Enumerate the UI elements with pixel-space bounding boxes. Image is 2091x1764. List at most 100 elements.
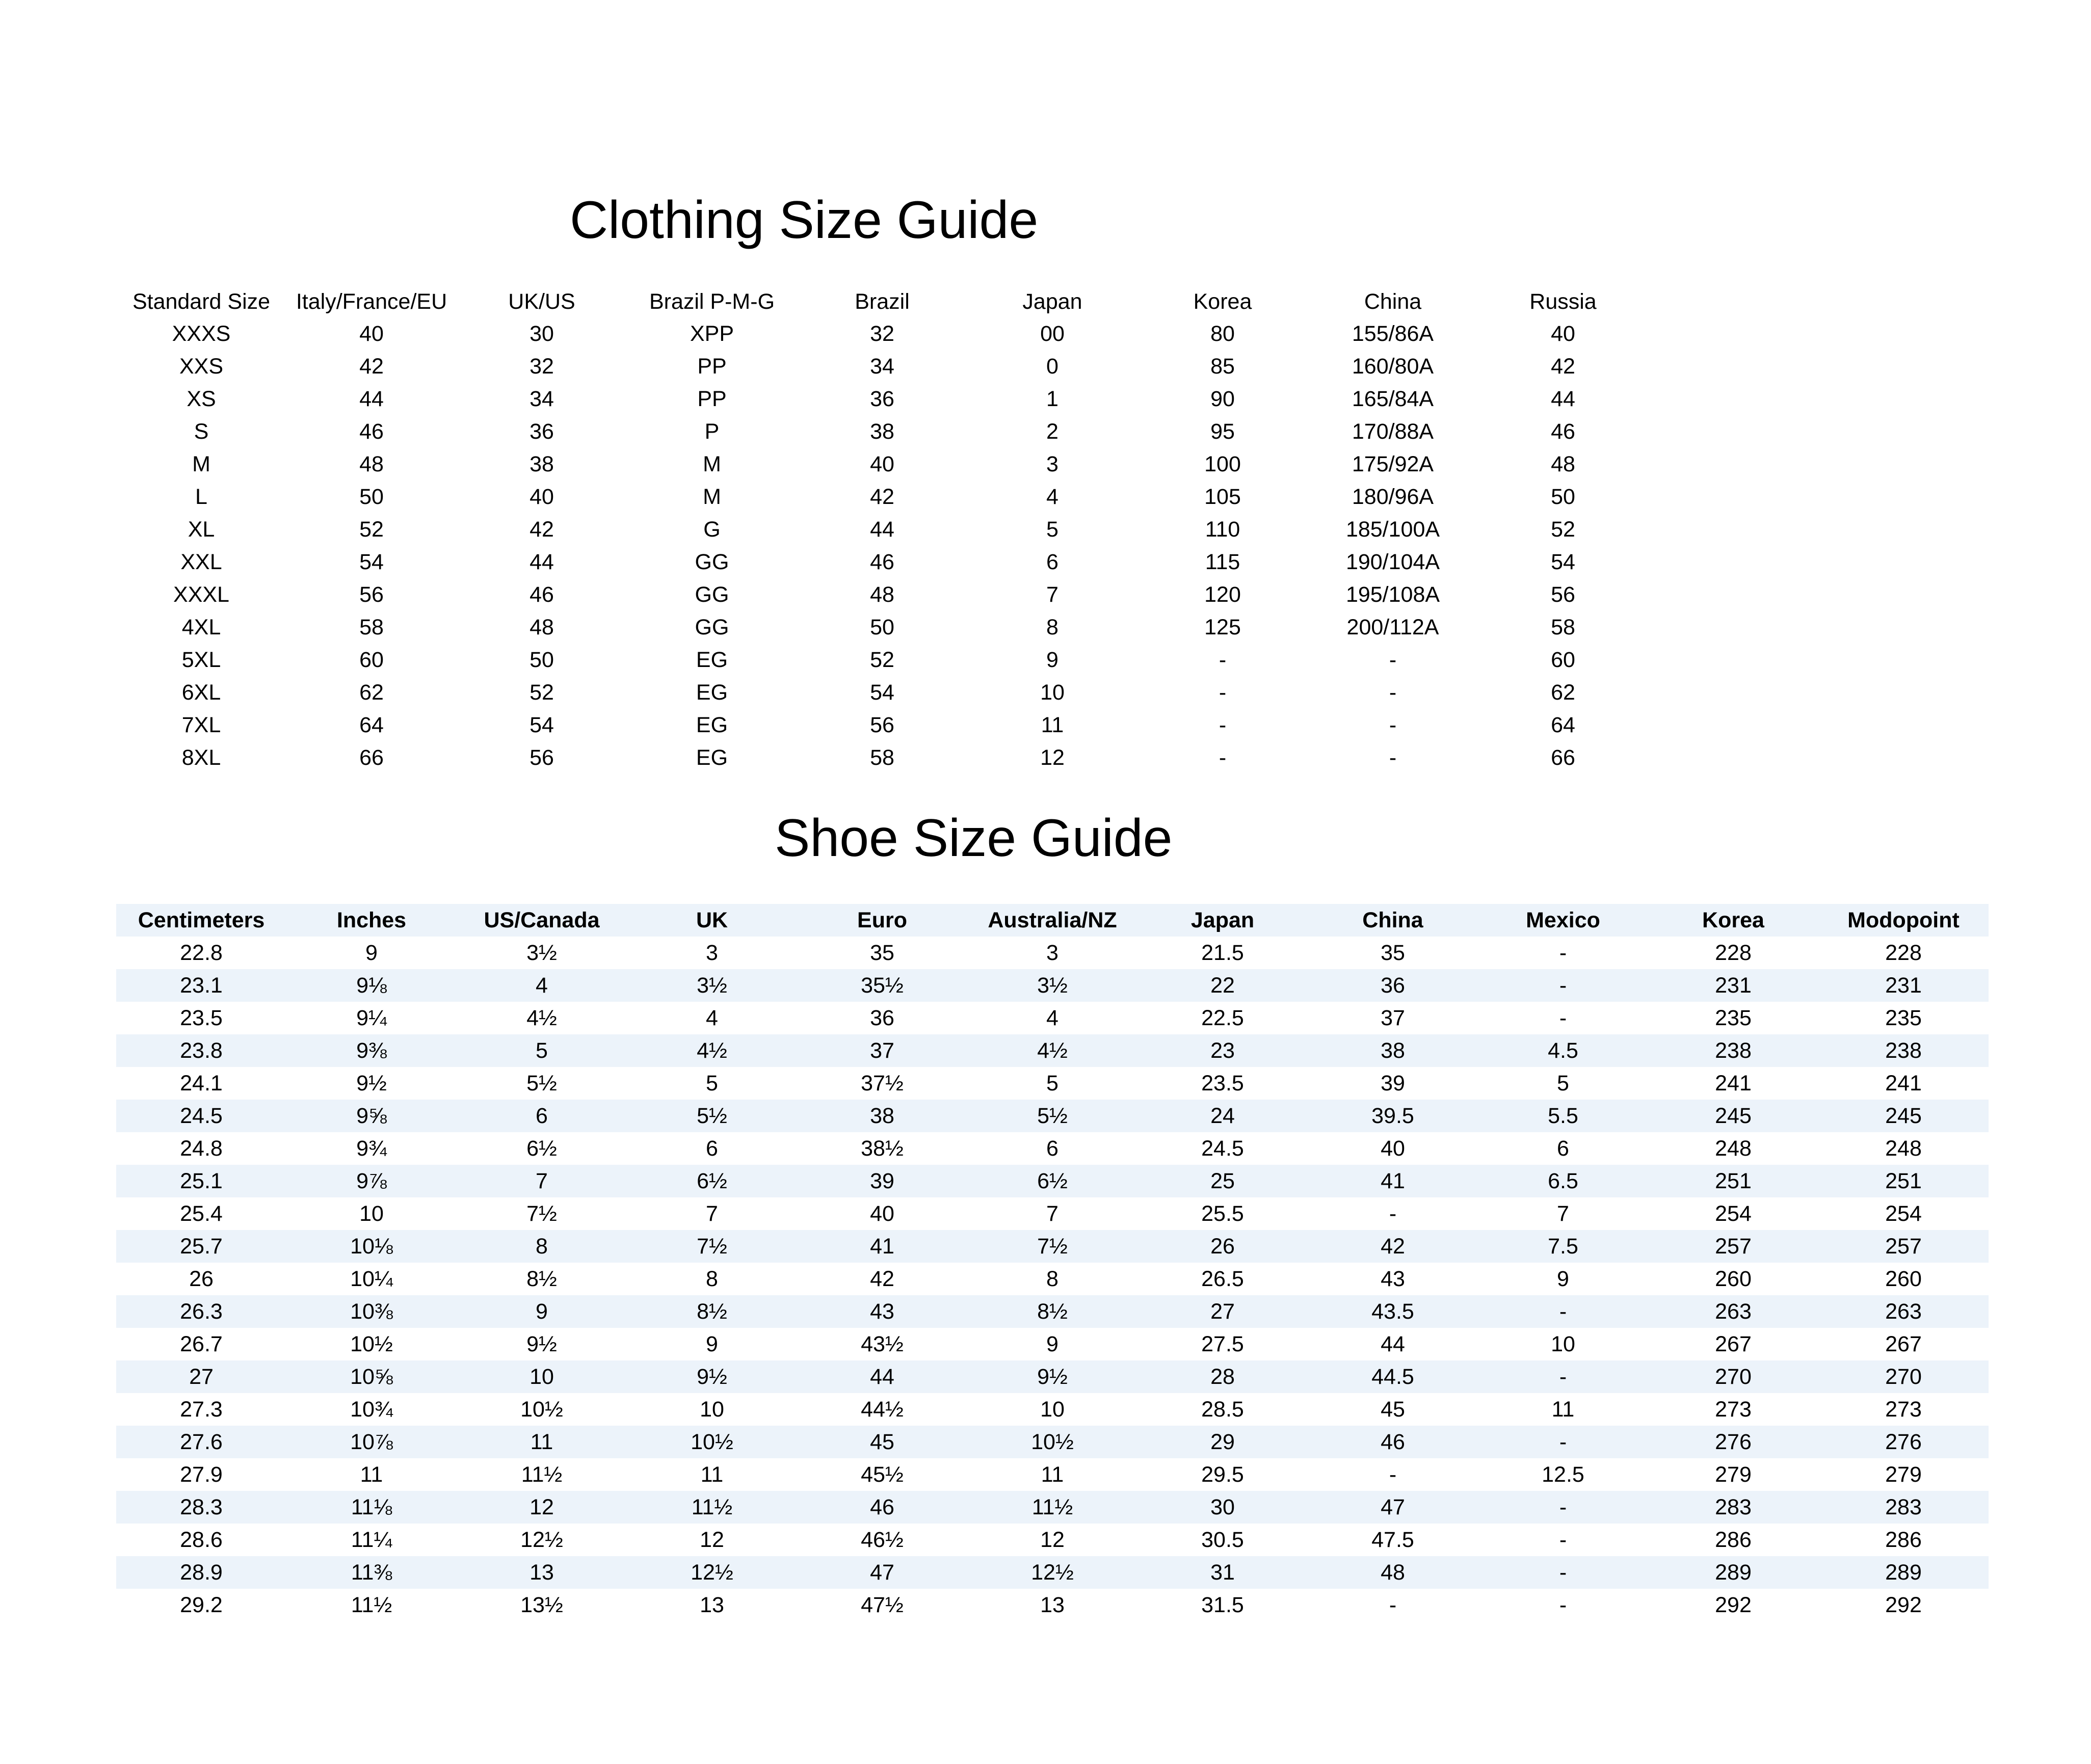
clothing-column-header: China <box>1364 289 1422 314</box>
clothing-table-cell: - <box>1219 712 1227 737</box>
shoe-table-cell: 28.3 <box>116 1491 286 1524</box>
shoe-table-cell: 44½ <box>861 1397 904 1422</box>
shoe-table-cell: 276 <box>1648 1426 1818 1458</box>
clothing-table-cell: EG <box>696 712 728 737</box>
clothing-column-header: Russia <box>1529 289 1597 314</box>
shoe-table-cell: - <box>1559 1592 1567 1617</box>
shoe-table-cell: 39 <box>797 1165 967 1197</box>
shoe-table-cell: 38 <box>797 1100 967 1132</box>
shoe-table-cell: 21.5 <box>1201 940 1244 965</box>
shoe-column-header: UK <box>627 904 797 937</box>
shoe-table-cell: 26.7 <box>180 1331 223 1356</box>
clothing-table-cell: 40 <box>359 321 384 346</box>
shoe-column-header: Modopoint <box>1818 904 1989 937</box>
clothing-table-cell: 50 <box>530 647 554 672</box>
clothing-table-cell: 80 <box>1210 321 1235 346</box>
shoe-table-cell: 47.5 <box>1371 1527 1414 1552</box>
clothing-table-cell: 54 <box>870 680 894 705</box>
clothing-table-cell: 7XL <box>181 712 221 737</box>
shoe-table-cell: 11⅜ <box>286 1556 457 1589</box>
clothing-table-row: XXXS 40 30 XPP 32 00 80 155/86A 40 <box>116 317 1648 350</box>
shoe-table-cell: - <box>1389 1462 1397 1487</box>
shoe-table-cell: 13 <box>457 1556 627 1589</box>
shoe-table-cell: 8½ <box>627 1295 797 1328</box>
clothing-table-cell: 52 <box>359 517 384 542</box>
shoe-table-row: 25.1 9⅞ 7 6½ 39 6½ 25 41 6.5 251 251 <box>116 1165 1989 1197</box>
shoe-table-cell: 10⅛ <box>286 1230 457 1263</box>
shoe-table-cell: 10⅝ <box>286 1360 457 1393</box>
clothing-column-header: Standard Size <box>132 289 271 314</box>
clothing-table-cell: 52 <box>530 680 554 705</box>
clothing-table-cell: XPP <box>690 321 734 346</box>
shoe-table-cell: 11½ <box>521 1462 563 1487</box>
clothing-header-row: Standard Size Italy/France/EU UK/US Brazil … <box>116 286 1648 317</box>
clothing-table-cell: - <box>1389 680 1397 705</box>
shoe-table-row: 28.3 11⅛ 12 11½ 46 11½ 30 47-283 283 <box>116 1491 1989 1524</box>
shoe-table-cell: 235 <box>1715 1005 1752 1030</box>
clothing-table-cell: 85 <box>1210 354 1235 379</box>
shoe-table-cell: 228 <box>1885 940 1922 965</box>
shoe-table-cell: 228 <box>1715 940 1752 965</box>
shoe-table-cell: 292 <box>1885 1592 1922 1617</box>
shoe-table-cell: 10½ <box>520 1397 563 1422</box>
shoe-table-cell: 257 <box>1818 1230 1989 1263</box>
shoe-table-cell: 38½ <box>861 1136 904 1161</box>
clothing-table-cell: 200/112A <box>1346 614 1439 639</box>
shoe-table-cell: - <box>1478 1491 1648 1524</box>
shoe-header-row: Centimeters Inches US/Canada UK Euro Australi… <box>116 904 1989 937</box>
clothing-table-row: XL 52 42 G 44 5 110 185/100A 52 <box>116 513 1648 546</box>
shoe-table-cell: 41 <box>1308 1165 1478 1197</box>
shoe-table-cell: 6 <box>1046 1136 1058 1161</box>
shoe-table-cell: 24.1 <box>180 1071 223 1095</box>
shoe-table-cell: 4 <box>457 969 627 1002</box>
shoe-table-cell: 23.1 <box>116 969 286 1002</box>
clothing-table-cell: 54 <box>1551 549 1575 574</box>
shoe-table-cell: 10 <box>457 1360 627 1393</box>
shoe-table-cell: 31 <box>1137 1556 1308 1589</box>
shoe-table-cell: 25.4 <box>180 1201 223 1226</box>
shoe-table-cell: 238 <box>1648 1034 1818 1067</box>
clothing-table-cell: 195/108A <box>1345 582 1440 607</box>
clothing-table-cell: 95 <box>1210 419 1235 444</box>
shoe-table-cell: 279 <box>1715 1462 1752 1487</box>
shoe-table-cell: 245 <box>1818 1100 1989 1132</box>
shoe-table-cell: 11½ <box>351 1592 392 1617</box>
clothing-table-cell: 62 <box>1551 680 1575 705</box>
clothing-table-cell: 32 <box>530 354 554 379</box>
clothing-table-cell: 42 <box>530 517 554 542</box>
clothing-table-cell: 36 <box>530 419 554 444</box>
shoe-table-cell: 37 <box>1381 1005 1405 1030</box>
clothing-table-row: XXS 42 32 PP 34 0 85 160/80A 42 <box>116 350 1648 383</box>
shoe-table-cell: 40 <box>1381 1136 1405 1161</box>
shoe-table-cell: 273 <box>1885 1397 1922 1422</box>
shoe-table-cell: 28 <box>1137 1360 1308 1393</box>
clothing-size-guide-title: Clothing Size Guide <box>570 191 1039 250</box>
shoe-table-cell: 40 <box>870 1201 894 1226</box>
shoe-table-cell: 5½ <box>967 1100 1137 1132</box>
clothing-table-cell: - <box>1219 680 1227 705</box>
clothing-table-cell: L <box>195 484 207 509</box>
clothing-table-row: S 46 36 P 38 2 95 170/88A 46 <box>116 415 1648 448</box>
clothing-table-cell: - <box>1389 745 1397 770</box>
shoe-table-cell: 23 <box>1137 1034 1308 1067</box>
shoe-column-header: Japan <box>1137 904 1308 937</box>
shoe-table-cell: 12½ <box>967 1556 1137 1589</box>
shoe-size-table: Centimeters Inches US/Canada UK Euro Australi… <box>116 904 1989 1621</box>
shoe-table-cell: 28.6 <box>180 1527 223 1552</box>
shoe-column-header: Euro <box>797 904 967 937</box>
clothing-table-cell: 64 <box>1551 712 1575 737</box>
shoe-table-cell: 37 <box>797 1034 967 1067</box>
shoe-table-cell: 8 <box>706 1266 718 1291</box>
shoe-table-row: 27 10⅝ 10 9½ 44 9½ 28 44.5-270 270 <box>116 1360 1989 1393</box>
shoe-table-cell: 35 <box>1381 940 1405 965</box>
shoe-table-cell: 4½ <box>967 1034 1137 1067</box>
shoe-table-cell: 27.6 <box>116 1426 286 1458</box>
shoe-table-cell: 12 <box>457 1491 627 1524</box>
clothing-table-cell: 34 <box>870 354 894 379</box>
shoe-table-cell: 27 <box>116 1360 286 1393</box>
clothing-table-cell: XXXL <box>173 582 229 607</box>
clothing-table-cell: 180/96A <box>1352 484 1434 509</box>
shoe-table-cell: 30 <box>1137 1491 1308 1524</box>
shoe-table-cell: 260 <box>1885 1266 1922 1291</box>
shoe-table-cell: 10 <box>1040 1397 1065 1422</box>
